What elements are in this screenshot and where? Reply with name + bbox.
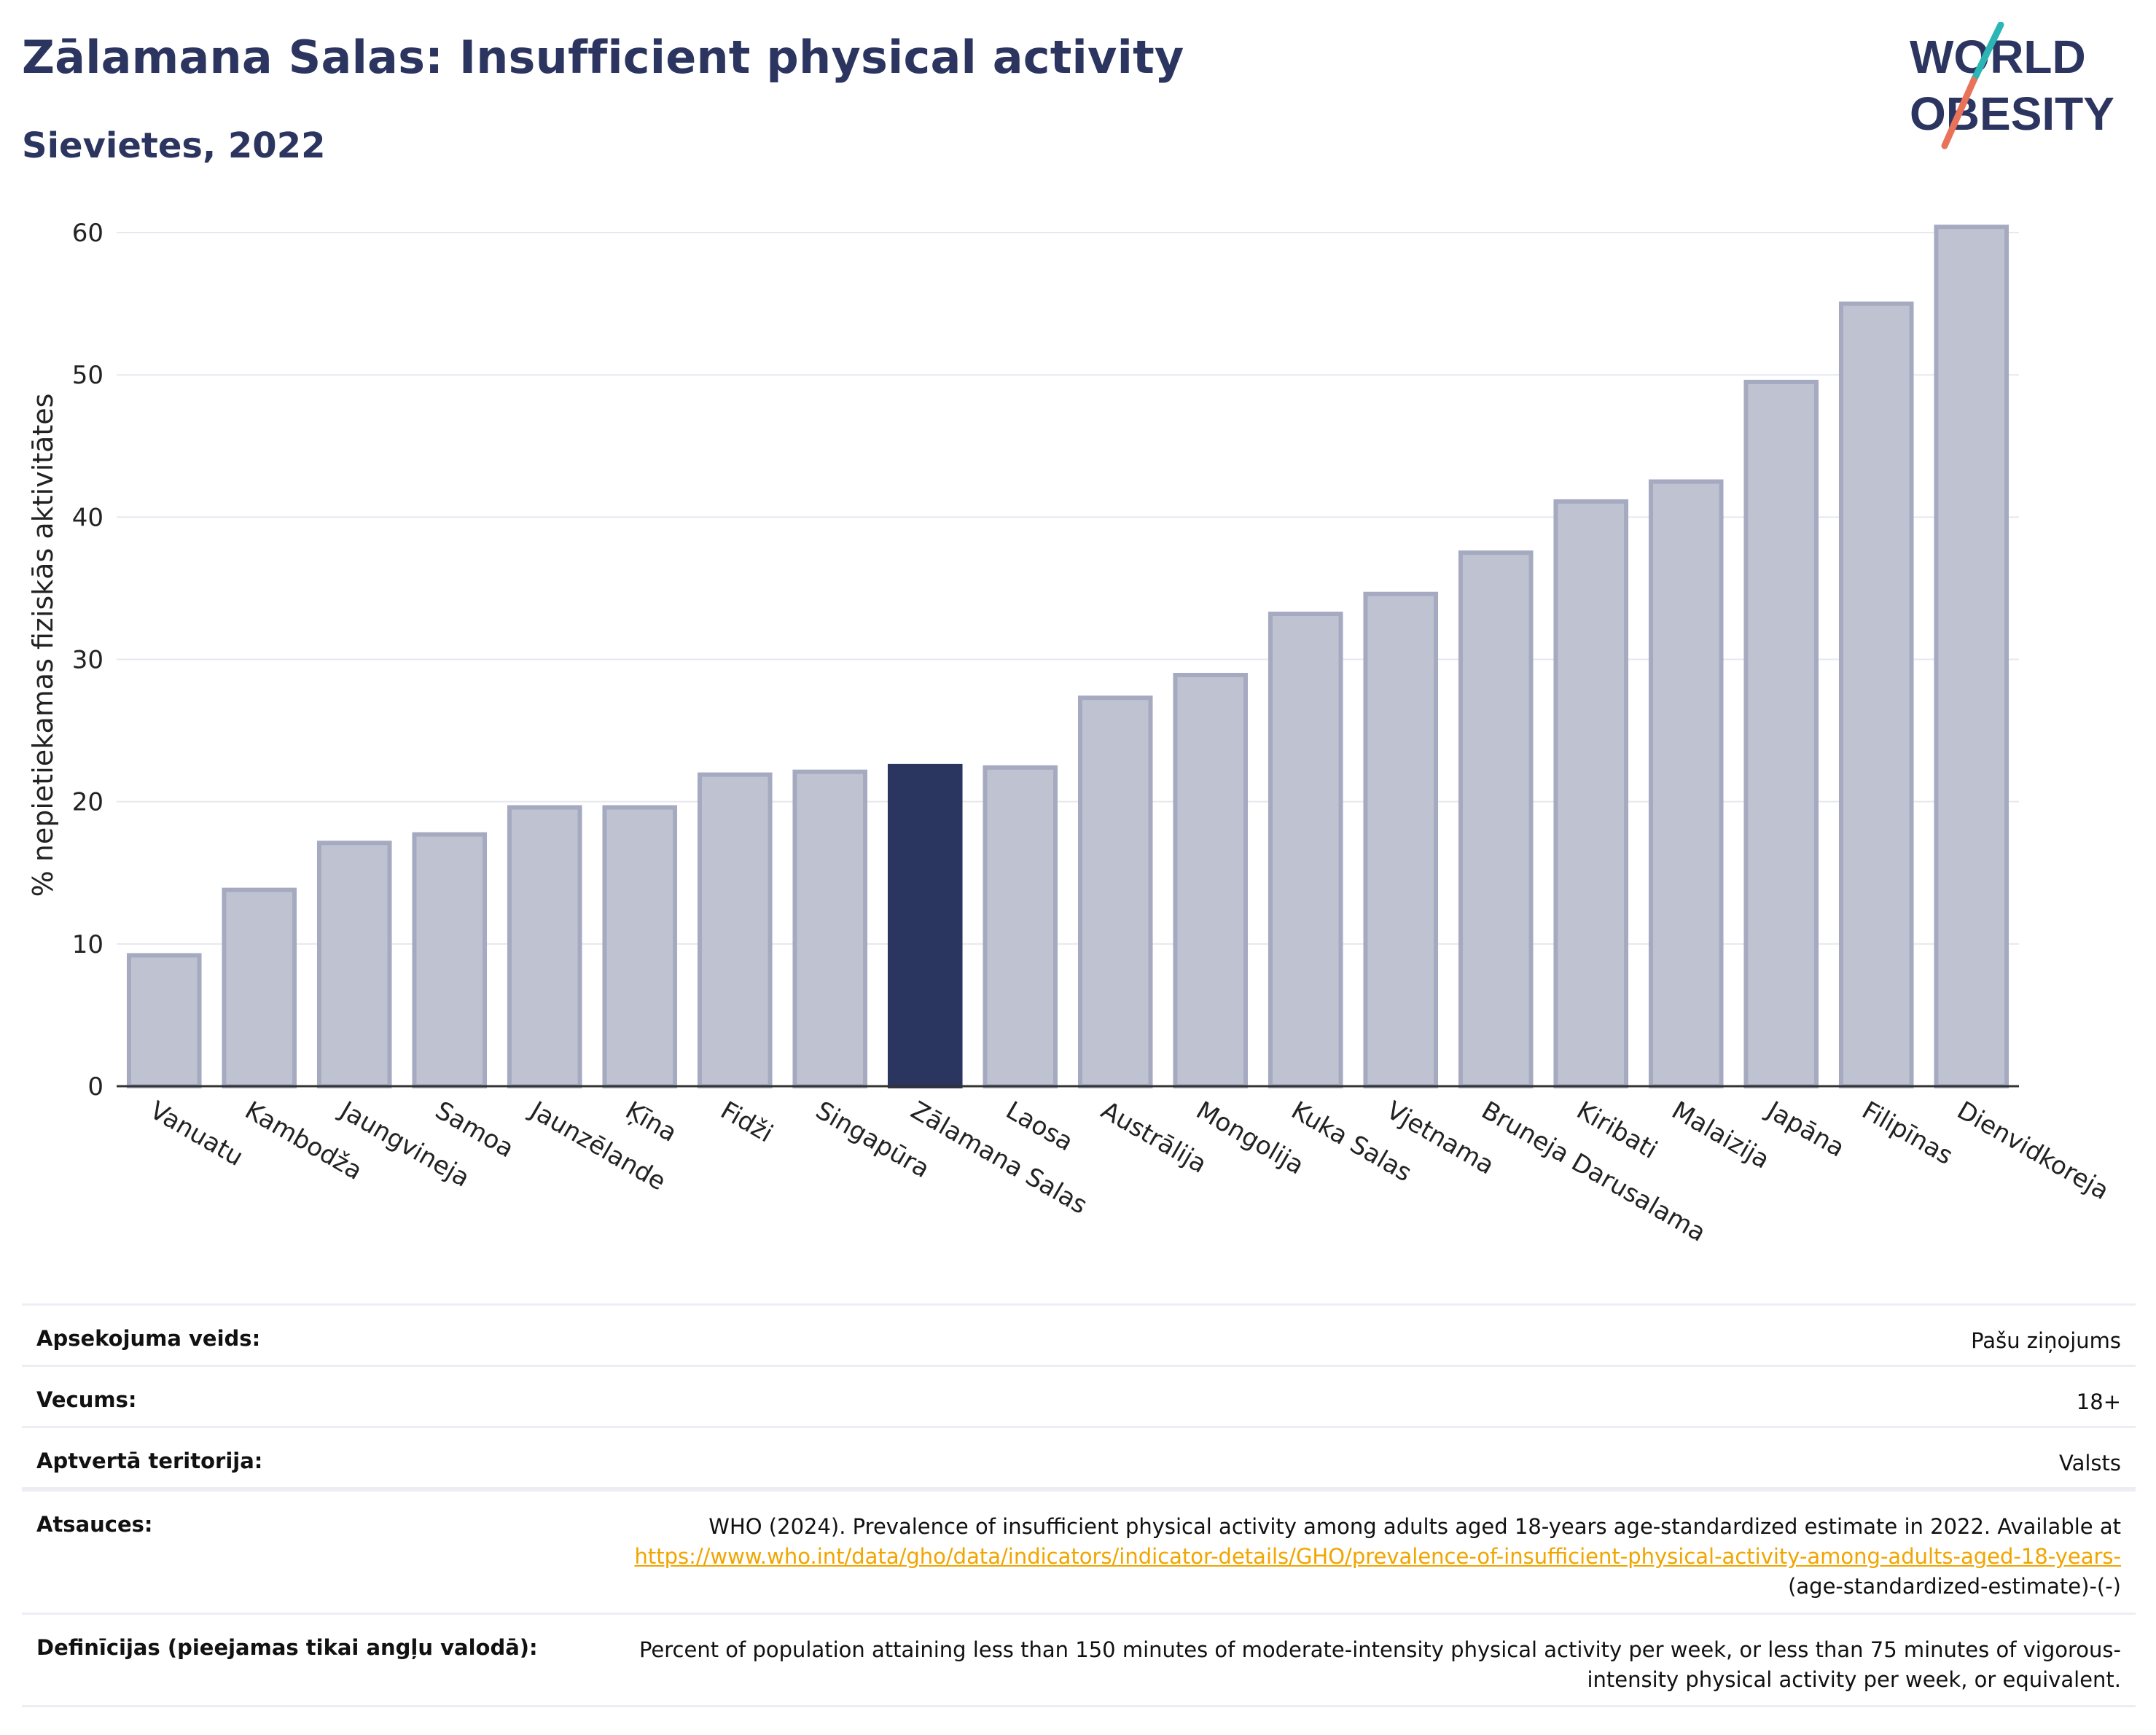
bar-zālamana-salas [887,763,963,1088]
y-tick-label: 10 [72,930,103,959]
x-tick-label: Malaizija [1667,1096,1775,1174]
meta-value-definitions: Percent of population attaining less tha… [638,1637,2121,1692]
metadata-table: Apsekojuma veids: Pašu ziņojums Vecums: 18+… [22,1303,2136,1707]
grid-lines [117,232,2019,945]
bar-jaungvineja [316,841,392,1088]
meta-row: Vecums: 18+ [22,1365,2136,1426]
sources-suffix: (age-standardized-estimate)-(-) [1788,1574,2121,1599]
bar-kambodža [222,887,297,1088]
y-tick-label: 50 [72,361,103,390]
x-tick-label: Laosa [1001,1096,1078,1157]
y-tick-label: 0 [87,1072,103,1102]
bar-japāna [1743,379,1819,1088]
bar-dienvidkoreja [1934,225,2009,1088]
meta-label: Aptvertā teritorija: [36,1449,263,1473]
meta-row: Apsekojuma veids: Pašu ziņojums [22,1303,2136,1365]
logo-coral-stroke [1941,77,1977,149]
bar-jaunzēlande [507,805,582,1089]
meta-label: Definīcijas (pieejamas tikai angļu valod… [36,1635,538,1660]
sources-text: WHO (2024). Prevalence of insufficient p… [708,1514,2121,1539]
logo-line2: OBESITY [1910,87,2114,140]
y-axis-title: % nepietiekamas fiziskās aktivitātes [27,394,59,897]
meta-row: Aptvertā teritorija: Valsts [22,1426,2136,1489]
bar-austrālija [1077,695,1153,1088]
x-tick-label: Fidži [716,1096,778,1148]
bar-samoa [412,832,488,1088]
meta-row-definitions: Definīcijas (pieejamas tikai angļu valod… [22,1613,2136,1707]
x-tick-label: Dienvidkoreja [1952,1096,2114,1206]
meta-label: Apsekojuma veids: [36,1326,261,1351]
x-tick-label: Mongolija [1191,1096,1308,1180]
bar-fidži [697,772,773,1089]
meta-value: Valsts [2058,1451,2121,1475]
bar-kuka-salas [1268,612,1343,1088]
y-tick-label: 20 [72,788,103,817]
meta-value: 18+ [2076,1389,2121,1414]
bar-malaizija [1648,479,1724,1088]
sources-link[interactable]: https://www.who.int/data/gho/data/indica… [634,1544,2121,1569]
y-tick-label: 40 [72,503,103,532]
meta-label: Atsauces: [36,1512,153,1537]
bar-ķīna [602,805,678,1089]
bar-bruneja-darusalama [1458,550,1534,1089]
x-tick-label: Japāna [1761,1095,1850,1163]
meta-value-sources: WHO (2024). Prevalence of insufficient p… [605,1492,2136,1602]
x-tick-label: Austrālija [1096,1096,1211,1180]
meta-label: Vecums: [36,1387,137,1412]
logo-line1: WORLD [1910,31,2086,83]
bar-laosa [983,765,1058,1088]
bar-kiribati [1553,499,1629,1088]
meta-row-sources: Atsauces: WHO (2024). Prevalence of insu… [22,1489,2136,1613]
bar-singapūra [792,769,868,1088]
y-tick-label: 60 [72,219,103,248]
x-tick-label: Ķīna [620,1096,681,1148]
x-tick-label: Vanuatu [145,1096,248,1172]
x-tick-label: Filipīnas [1857,1096,1958,1171]
bars [126,225,2009,1089]
bar-filipīnas [1838,301,1914,1088]
page-subtitle: Sievietes, 2022 [22,125,326,166]
page-title: Zālamana Salas: Insufficient physical ac… [22,31,1184,84]
bar-vjetnama [1363,591,1439,1088]
world-obesity-logo: WORLD OBESITY [1910,22,2114,149]
y-tick-label: 30 [72,646,103,675]
bar-chart: 0102030405060VanuatuKambodžaJaungvinejaS… [27,219,2114,1248]
bar-mongolija [1173,672,1249,1088]
bar-vanuatu [126,953,202,1089]
meta-value: Pašu ziņojums [1971,1328,2121,1353]
logo-teal-stroke [1970,22,2004,84]
